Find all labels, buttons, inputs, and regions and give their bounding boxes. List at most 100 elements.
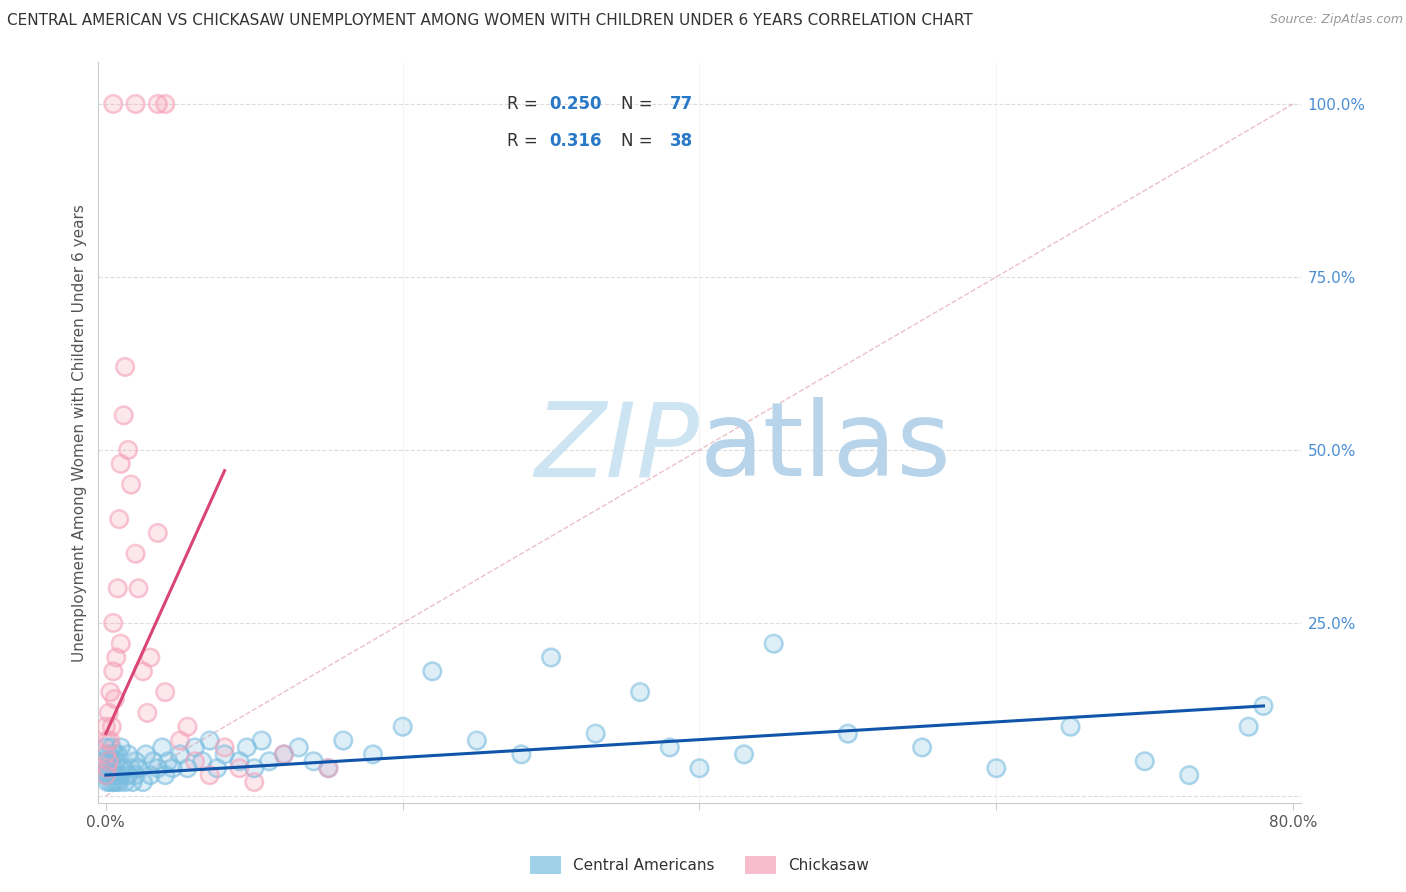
Point	[110, 637, 132, 651]
Point	[104, 692, 127, 706]
Point	[110, 740, 132, 755]
Point	[98, 685, 121, 699]
Point	[94, 720, 117, 734]
Point	[540, 650, 562, 665]
Point	[287, 740, 309, 755]
Text: R =: R =	[508, 132, 543, 150]
Point	[110, 740, 132, 755]
Point	[101, 768, 124, 782]
Text: N =: N =	[621, 132, 658, 150]
Point	[176, 761, 198, 775]
Point	[108, 775, 131, 789]
Point	[97, 768, 120, 782]
Point	[273, 747, 295, 762]
Point	[198, 733, 221, 747]
Point	[96, 775, 118, 789]
Point	[155, 97, 177, 112]
Point	[236, 740, 259, 755]
Point	[107, 768, 129, 782]
Point	[184, 754, 207, 768]
Point	[97, 754, 120, 768]
Point	[107, 768, 129, 782]
Point	[128, 761, 150, 775]
Point	[157, 754, 180, 768]
Point	[108, 775, 131, 789]
Point	[911, 740, 934, 755]
Point	[98, 733, 121, 747]
Point	[228, 754, 250, 768]
Point	[332, 733, 354, 747]
Point	[96, 775, 118, 789]
Point	[104, 747, 127, 762]
Point	[101, 768, 124, 782]
Point	[114, 359, 136, 374]
Point	[162, 761, 184, 775]
Point	[986, 761, 1008, 775]
Legend: Central Americans, Chickasaw: Central Americans, Chickasaw	[524, 849, 875, 880]
Point	[94, 768, 117, 782]
Point	[169, 733, 191, 747]
Point	[97, 706, 120, 720]
Point	[104, 692, 127, 706]
Point	[228, 761, 250, 775]
Point	[837, 726, 859, 740]
Point	[139, 650, 162, 665]
Point	[107, 582, 129, 596]
Point	[157, 754, 180, 768]
Point	[1133, 754, 1156, 768]
Text: 0.316: 0.316	[550, 132, 602, 150]
Point	[104, 747, 127, 762]
Point	[155, 685, 177, 699]
Point	[1253, 698, 1275, 713]
Point	[94, 740, 117, 755]
Point	[117, 442, 139, 457]
Point	[136, 706, 159, 720]
Point	[104, 768, 127, 782]
Point	[176, 761, 198, 775]
Point	[98, 685, 121, 699]
Point	[250, 733, 273, 747]
Point	[96, 761, 118, 775]
Point	[121, 775, 143, 789]
Point	[103, 615, 125, 630]
Point	[762, 637, 785, 651]
Point	[1253, 698, 1275, 713]
Point	[169, 733, 191, 747]
Point	[104, 768, 127, 782]
Point	[510, 747, 533, 762]
Point	[108, 512, 131, 526]
Point	[228, 761, 250, 775]
Point	[762, 637, 785, 651]
Point	[1178, 768, 1201, 782]
Point	[101, 740, 124, 755]
Point	[108, 512, 131, 526]
Point	[105, 650, 128, 665]
Point	[361, 747, 384, 762]
Text: atlas: atlas	[700, 397, 952, 498]
Point	[332, 733, 354, 747]
Point	[101, 740, 124, 755]
Point	[273, 747, 295, 762]
Point	[96, 761, 118, 775]
Point	[132, 665, 155, 679]
Point	[184, 754, 207, 768]
Point	[105, 754, 128, 768]
Text: N =: N =	[621, 95, 658, 113]
Point	[243, 775, 266, 789]
Point	[110, 768, 132, 782]
Point	[318, 761, 340, 775]
Point	[236, 740, 259, 755]
Text: ZIP: ZIP	[534, 398, 700, 498]
Point	[124, 768, 146, 782]
Point	[1059, 720, 1081, 734]
Point	[1237, 720, 1260, 734]
Point	[155, 97, 177, 112]
Point	[391, 720, 413, 734]
Text: CENTRAL AMERICAN VS CHICKASAW UNEMPLOYMENT AMONG WOMEN WITH CHILDREN UNDER 6 YEA: CENTRAL AMERICAN VS CHICKASAW UNEMPLOYME…	[7, 13, 973, 29]
Point	[124, 547, 146, 561]
Point	[98, 775, 121, 789]
Point	[176, 720, 198, 734]
Point	[114, 359, 136, 374]
Text: Source: ZipAtlas.com: Source: ZipAtlas.com	[1270, 13, 1403, 27]
Point	[628, 685, 651, 699]
